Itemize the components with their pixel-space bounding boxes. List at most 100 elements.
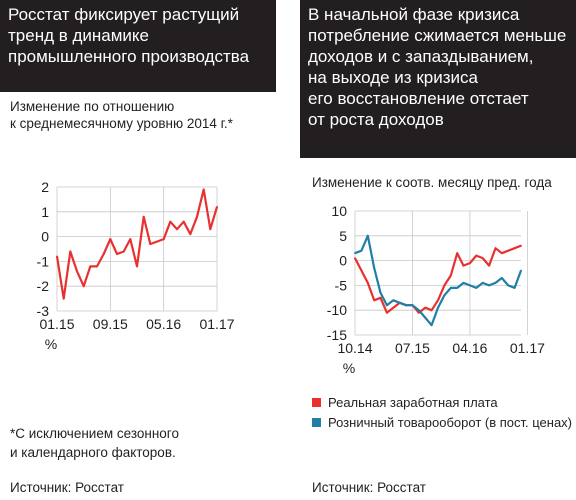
y-tick-label: -1 bbox=[37, 253, 50, 269]
data-point bbox=[386, 304, 388, 307]
y-tick-label: 0 bbox=[339, 253, 347, 269]
y-tick-label: -10 bbox=[327, 302, 347, 318]
data-point bbox=[507, 249, 510, 252]
data-point bbox=[379, 291, 382, 294]
series-line bbox=[55, 188, 219, 300]
data-point bbox=[456, 286, 459, 289]
data-point bbox=[136, 265, 138, 268]
right-title-line: потребление сжимается меньше bbox=[308, 26, 567, 45]
legend-item-retail: Розничный товарооборот (в пост. ценах) bbox=[312, 415, 572, 430]
right-title-line: его восстановление отстает bbox=[308, 89, 529, 108]
left-title-line: тренд в динамике bbox=[8, 26, 150, 45]
legend-swatch-red bbox=[312, 398, 321, 407]
data-point bbox=[102, 253, 105, 255]
data-point bbox=[507, 284, 510, 287]
data-point bbox=[373, 299, 376, 302]
data-point bbox=[398, 301, 401, 304]
left-subtitle-line: к среднемесячному уровню 2014 г.* bbox=[10, 116, 233, 131]
data-point bbox=[149, 243, 152, 245]
data-point bbox=[405, 304, 407, 307]
data-point bbox=[373, 267, 376, 269]
data-point bbox=[449, 286, 452, 289]
data-point bbox=[162, 238, 165, 240]
data-point bbox=[462, 282, 465, 284]
data-point bbox=[196, 215, 198, 218]
right-source: Источник: Росстат bbox=[312, 480, 426, 495]
data-point bbox=[469, 284, 471, 287]
data-point bbox=[122, 250, 125, 253]
y-tick-label: -2 bbox=[37, 278, 50, 294]
data-point bbox=[443, 284, 446, 287]
data-point bbox=[216, 205, 218, 208]
income-consumption-panel: В начальной фазе кризиса потребление сжи… bbox=[300, 0, 576, 500]
data-point bbox=[129, 238, 132, 240]
left-subtitle-line: Изменение по отношению bbox=[10, 99, 175, 114]
data-point bbox=[96, 265, 98, 268]
data-point bbox=[366, 234, 369, 237]
legend-swatch-blue bbox=[312, 418, 321, 427]
data-point bbox=[520, 244, 522, 247]
x-tick-label: 01.17 bbox=[199, 316, 234, 332]
y-tick-label: -3 bbox=[37, 303, 50, 319]
data-point bbox=[386, 311, 388, 314]
data-point bbox=[494, 247, 497, 250]
right-title-line: на выходе из кризиса bbox=[308, 68, 478, 87]
unit-label: % bbox=[343, 360, 355, 376]
data-point bbox=[142, 215, 145, 218]
y-tick-label: 0 bbox=[41, 229, 49, 245]
data-point bbox=[475, 286, 478, 289]
data-point bbox=[417, 309, 420, 312]
data-point bbox=[56, 255, 58, 258]
right-title-line: доходов и с запаздыванием, bbox=[308, 47, 534, 66]
data-point bbox=[392, 306, 395, 309]
x-tick-label: 05.16 bbox=[146, 316, 181, 332]
unit-label: % bbox=[45, 336, 57, 352]
data-point bbox=[176, 228, 178, 231]
data-point bbox=[475, 254, 478, 257]
legend-label: Розничный товарооборот (в пост. ценах) bbox=[328, 415, 573, 430]
data-point bbox=[360, 249, 363, 252]
y-tick-label: 10 bbox=[331, 203, 347, 219]
data-point bbox=[488, 264, 490, 267]
data-point bbox=[354, 257, 356, 260]
x-tick-label: 04.16 bbox=[452, 340, 487, 356]
data-point bbox=[366, 282, 369, 284]
data-point bbox=[379, 296, 382, 299]
y-tick-label: 1 bbox=[41, 204, 49, 220]
x-tick-label: 09.15 bbox=[93, 316, 128, 332]
data-point bbox=[437, 306, 439, 309]
data-point bbox=[513, 286, 516, 289]
data-point bbox=[89, 265, 92, 268]
y-tick-label: -15 bbox=[327, 327, 347, 343]
left-title-box: Росстат фиксирует растущий тренд в динам… bbox=[0, 0, 276, 92]
data-point bbox=[424, 306, 427, 309]
data-point bbox=[62, 297, 65, 300]
data-point bbox=[354, 252, 356, 255]
data-point bbox=[116, 253, 118, 255]
data-point bbox=[481, 257, 484, 260]
footnote-line: *С исключением сезонного bbox=[10, 426, 179, 441]
data-point bbox=[189, 233, 192, 236]
x-tick-label: 01.17 bbox=[510, 340, 545, 356]
right-subtitle: Изменение к соотв. месяцу пред. года bbox=[312, 175, 552, 190]
legend-label: Реальная заработная плата bbox=[328, 395, 498, 410]
data-point bbox=[156, 240, 158, 243]
data-point bbox=[69, 250, 72, 253]
data-point bbox=[449, 274, 452, 277]
legend-item-wages: Реальная заработная плата bbox=[312, 395, 498, 410]
data-point bbox=[469, 262, 471, 264]
data-point bbox=[437, 299, 439, 302]
series-line bbox=[354, 244, 522, 314]
data-point bbox=[360, 269, 363, 272]
data-point bbox=[456, 252, 459, 255]
data-point bbox=[411, 304, 414, 307]
data-point bbox=[169, 220, 172, 223]
data-point bbox=[500, 252, 503, 255]
right-title-line: от роста доходов bbox=[308, 110, 444, 129]
data-point bbox=[76, 270, 78, 273]
data-point bbox=[494, 282, 497, 284]
x-tick-label: 07.15 bbox=[395, 340, 430, 356]
left-footnote: *С исключением сезонного и календарного … bbox=[10, 424, 179, 462]
data-point bbox=[430, 309, 433, 312]
